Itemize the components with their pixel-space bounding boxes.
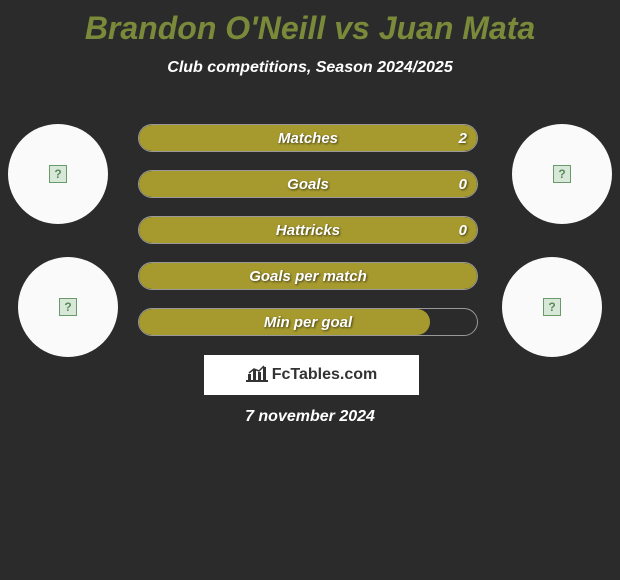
image-placeholder-icon: ? xyxy=(553,165,571,183)
stat-bar-label: Goals xyxy=(139,171,477,197)
page-title: Brandon O'Neill vs Juan Mata xyxy=(0,0,620,47)
stat-bar-min-per-goal: Min per goal xyxy=(138,308,478,336)
stat-bar-label: Matches xyxy=(139,125,477,151)
brand-box: FcTables.com xyxy=(204,355,419,395)
image-placeholder-icon: ? xyxy=(543,298,561,316)
player-avatar-top-right: ? xyxy=(512,124,612,224)
player-avatar-bottom-right: ? xyxy=(502,257,602,357)
stat-bar-value: 0 xyxy=(459,217,467,243)
stat-bar-value: 2 xyxy=(459,125,467,151)
image-placeholder-icon: ? xyxy=(49,165,67,183)
player-avatar-top-left: ? xyxy=(8,124,108,224)
stat-bar-label: Hattricks xyxy=(139,217,477,243)
brand-text: FcTables.com xyxy=(246,364,378,387)
stat-bar-goals: Goals 0 xyxy=(138,170,478,198)
date-label: 7 november 2024 xyxy=(0,408,620,426)
stat-bar-goals-per-match: Goals per match xyxy=(138,262,478,290)
brand-label: FcTables.com xyxy=(272,366,378,384)
stat-bar-label: Goals per match xyxy=(139,263,477,289)
stat-bar-matches: Matches 2 xyxy=(138,124,478,152)
stats-bars: Matches 2 Goals 0 Hattricks 0 Goals per … xyxy=(138,124,478,354)
stat-bar-value: 0 xyxy=(459,171,467,197)
image-placeholder-icon: ? xyxy=(59,298,77,316)
player-avatar-bottom-left: ? xyxy=(18,257,118,357)
page-subtitle: Club competitions, Season 2024/2025 xyxy=(0,59,620,77)
stat-bar-label: Min per goal xyxy=(139,309,477,335)
stat-bar-hattricks: Hattricks 0 xyxy=(138,216,478,244)
chart-icon xyxy=(246,364,268,387)
